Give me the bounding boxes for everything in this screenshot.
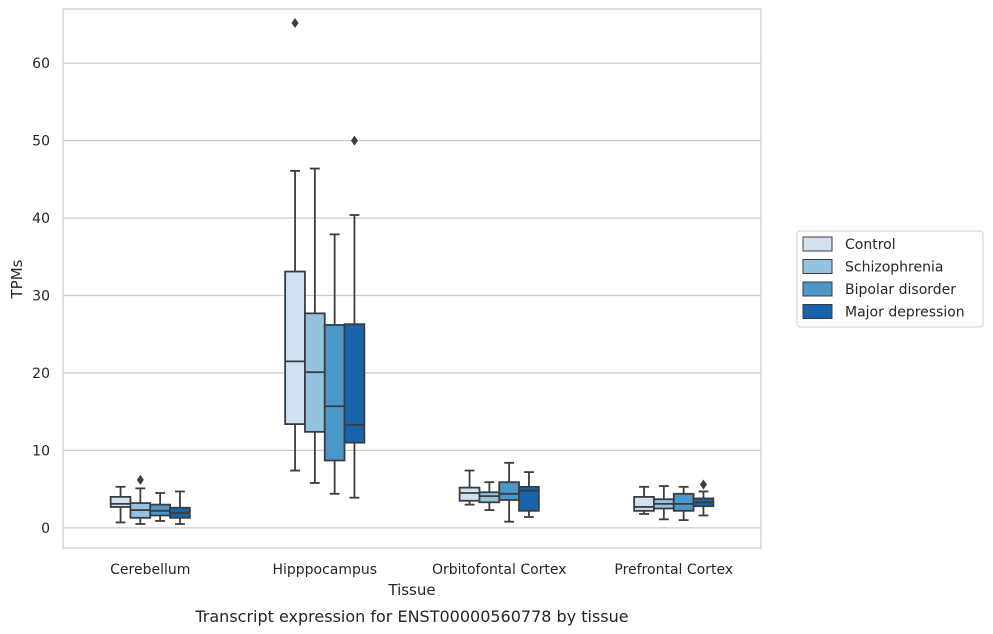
box-major-depression <box>692 479 715 517</box>
legend-swatch <box>802 281 833 297</box>
box-iqr <box>458 486 481 502</box>
box-iqr <box>284 270 306 425</box>
box-iqr <box>672 492 695 512</box>
y-axis-label: TPMs <box>8 259 26 299</box>
x-tick-label: Prefrontal Cortex <box>614 562 733 578</box>
y-tick-label: 20 <box>32 366 50 382</box>
outlier-point <box>350 135 358 146</box>
box-control <box>109 485 132 524</box>
box-iqr <box>478 491 501 504</box>
outlier-point <box>136 474 144 485</box>
legend-swatch <box>802 304 833 319</box>
legend-swatch <box>802 259 833 274</box>
x-tick-labels: Cerebellum Hipppocampus Orbitofontal Corte… <box>110 562 733 578</box>
legend-frame <box>796 230 984 328</box>
box-iqr <box>633 495 655 512</box>
box-iqr <box>109 495 132 508</box>
legend: Control Schizophrenia Bipolar disorder Majo… <box>796 230 984 328</box>
box-control <box>284 17 306 472</box>
y-tick-label: 50 <box>32 134 50 150</box>
y-tick-label: 60 <box>32 56 50 72</box>
y-tick-label: 30 <box>32 289 50 305</box>
outlier-point <box>699 479 707 490</box>
box-iqr <box>498 481 520 501</box>
box-schizophrenia <box>653 485 675 521</box>
x-axis-label: Tissue <box>387 581 435 599</box>
box-major-depression <box>343 135 366 499</box>
y-tick-labels: 0 10 20 30 40 50 60 <box>32 56 50 537</box>
box-bipolar-disorder <box>149 492 171 522</box>
x-tick-label: Cerebellum <box>110 562 190 578</box>
box-iqr <box>323 324 346 462</box>
box-bipolar-disorder <box>498 461 520 523</box>
legend-label: Control <box>845 237 896 253</box>
box-iqr <box>343 323 366 444</box>
legend-swatch <box>802 236 833 252</box>
plot-frame <box>62 8 762 549</box>
y-tick-label: 0 <box>41 521 50 537</box>
y-tick-label: 40 <box>32 211 50 227</box>
box-major-depression <box>518 471 540 518</box>
outlier-point <box>291 17 299 28</box>
x-tick-label: Hipppocampus <box>272 562 377 578</box>
gridlines <box>63 62 761 529</box>
box-major-depression <box>169 490 191 525</box>
box-schizophrenia <box>129 474 152 525</box>
legend-label: Schizophrenia <box>845 260 943 276</box>
box-schizophrenia <box>304 167 326 484</box>
plot-area <box>63 9 761 548</box>
legend-label: Bipolar disorder <box>845 282 956 298</box>
box-groups <box>109 17 715 525</box>
chart-title: Transcript expression for ENST0000056077… <box>194 607 628 626</box>
y-tick-label: 10 <box>32 443 50 459</box>
box-iqr <box>518 485 540 512</box>
x-tick-label: Orbitofontal Cortex <box>432 562 567 578</box>
box-control <box>633 485 655 515</box>
legend-label: Major depression <box>845 305 965 321</box>
